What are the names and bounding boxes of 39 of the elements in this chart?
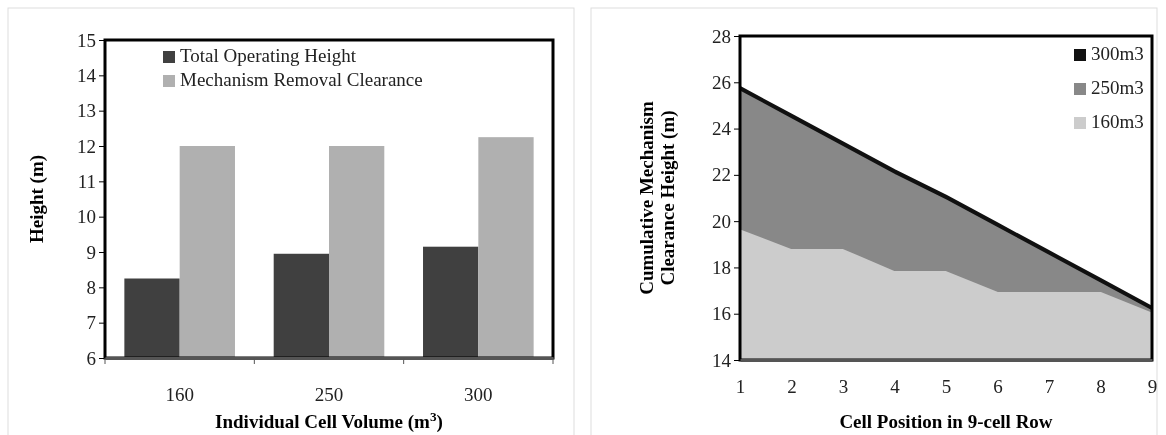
x-axis-title: Individual Cell Volume (m$^{3}$) xyxy=(215,408,443,433)
y-tick-label: 28 xyxy=(712,25,731,47)
legend-label: 250m3 xyxy=(1091,77,1144,98)
y-tick-label: 15 xyxy=(77,29,96,51)
x-tick-label: 160 xyxy=(165,384,194,406)
x-tick-label: 4 xyxy=(890,376,901,398)
x-tick-label: 250 xyxy=(314,384,344,406)
x-tick-label: 7 xyxy=(1044,376,1055,398)
y-tick-label: 6 xyxy=(86,347,96,369)
y-tick-label: 20 xyxy=(712,210,731,232)
x-tick-label: 2 xyxy=(787,376,797,398)
x-tick-label: 9 xyxy=(1147,376,1158,398)
y-tick-label: 14 xyxy=(712,349,732,371)
y-axis-title: Cumulative Mechanism Clearance Height (m) xyxy=(635,100,680,295)
y-tick-label: 11 xyxy=(77,170,96,192)
x-tick-label: 6 xyxy=(993,376,1003,398)
y-tick-label: 24 xyxy=(712,118,732,140)
y-tick-label: 12 xyxy=(77,135,96,157)
x-tick-label: 5 xyxy=(941,376,952,398)
x-axis-title: Cell Position in 9-cell Row xyxy=(839,411,1053,432)
y-tick-label: 9 xyxy=(86,241,96,263)
legend-label: 300m3 xyxy=(1091,43,1144,64)
x-tick-label: 3 xyxy=(838,376,849,398)
y-tick-label: 18 xyxy=(712,257,731,279)
legend-label: 160m3 xyxy=(1091,111,1144,132)
y-tick-label: 7 xyxy=(86,312,96,334)
x-tick-label: 8 xyxy=(1096,376,1106,398)
y-tick-label: 13 xyxy=(77,100,96,122)
y-axis-title: Height (m) xyxy=(26,154,48,244)
y-tick-label: 26 xyxy=(712,71,731,93)
x-tick-label: 300 xyxy=(464,384,493,406)
y-tick-label: 10 xyxy=(77,206,96,228)
x-tick-label: 1 xyxy=(735,376,746,398)
y-tick-label: 22 xyxy=(712,164,731,186)
legend-label: Mechanism Removal Clearance xyxy=(180,69,423,90)
y-tick-label: 16 xyxy=(712,303,731,325)
legend-label: Total Operating Height xyxy=(180,45,357,66)
y-tick-label: 8 xyxy=(86,276,96,298)
y-tick-label: 14 xyxy=(77,64,97,86)
